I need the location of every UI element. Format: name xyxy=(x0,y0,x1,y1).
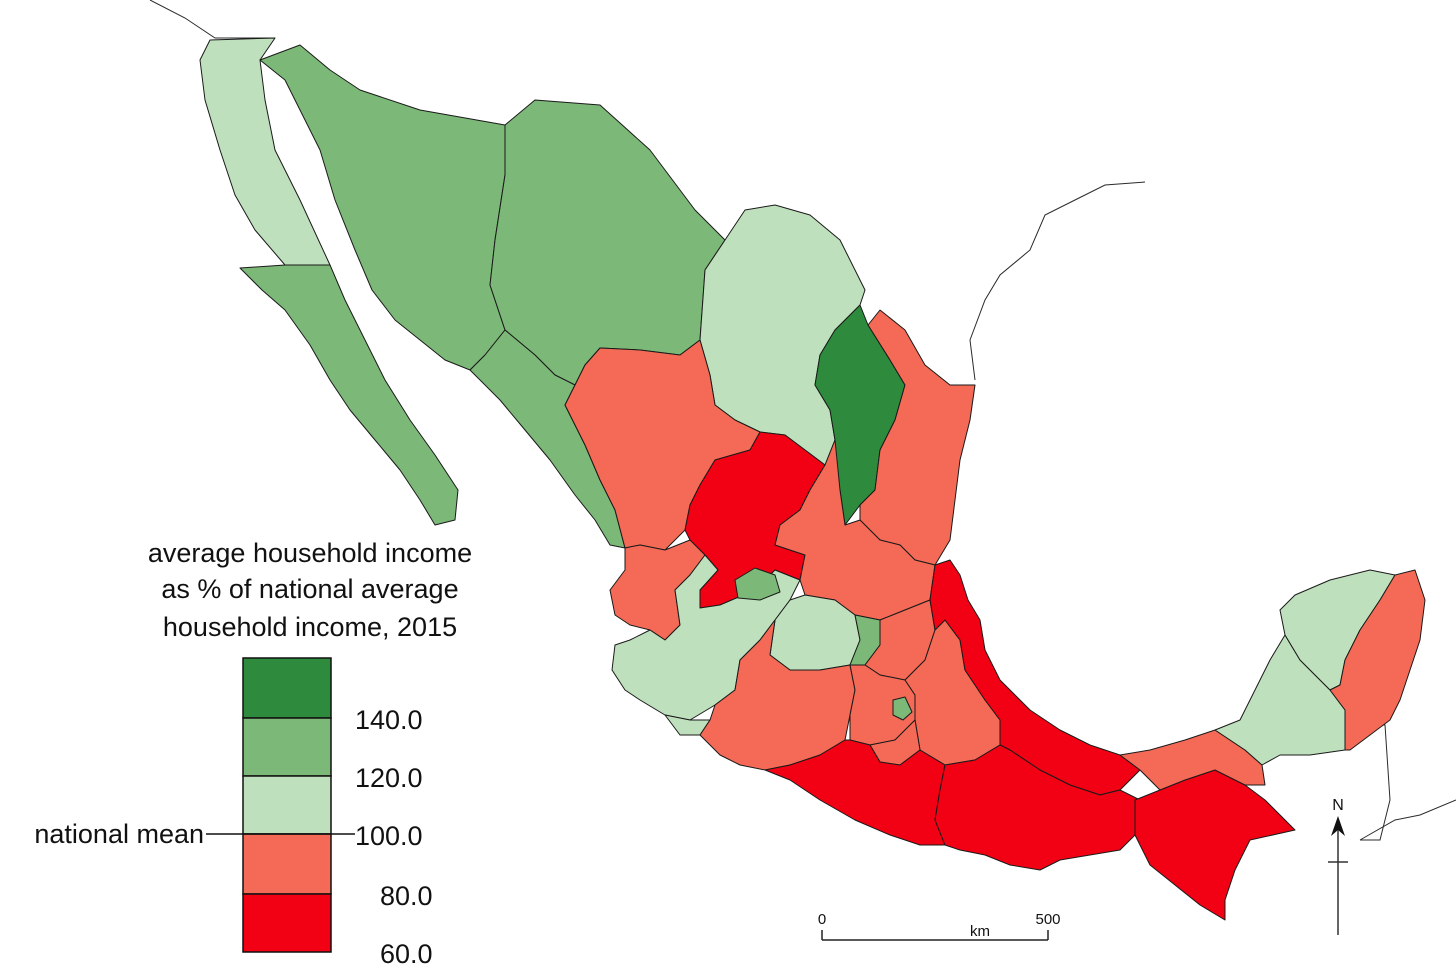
legend-swatch-60-80 xyxy=(242,893,332,953)
legend-swatch-100-120 xyxy=(242,775,332,835)
region-oaxaca xyxy=(934,744,1141,871)
legend-swatch-80-100 xyxy=(242,833,332,895)
region-aguascalientes xyxy=(734,567,781,601)
legend: average household income as % of nationa… xyxy=(34,538,472,969)
scale-bar-start-label: 0 xyxy=(818,911,826,928)
scale-bar-end-label: 500 xyxy=(1035,911,1060,928)
legend-swatch-120-140 xyxy=(242,717,332,777)
legend-tick-120: 120.0 xyxy=(355,763,423,793)
us-border-line xyxy=(149,0,275,39)
region-chihuahua xyxy=(489,99,726,386)
region-chiapas xyxy=(1134,769,1296,921)
scale-bar: 0 500 km xyxy=(818,911,1061,941)
north-arrow-icon xyxy=(1331,816,1345,836)
region-baja-california-sur xyxy=(239,264,459,526)
north-arrow-label: N xyxy=(1332,797,1344,814)
legend-title-line-1: average household income xyxy=(148,538,472,568)
legend-tick-100: 100.0 xyxy=(355,821,423,851)
legend-title-line-2: as % of national average xyxy=(161,574,458,604)
national-mean-label: national mean xyxy=(34,819,204,849)
scale-bar-unit-label: km xyxy=(970,923,990,940)
region-tabasco xyxy=(1119,729,1266,791)
legend-title-line-3: household income, 2015 xyxy=(163,612,457,642)
legend-swatch-140-plus xyxy=(242,657,332,719)
region-quintana-roo xyxy=(1329,569,1426,751)
legend-tick-140: 140.0 xyxy=(355,705,423,735)
region-mexico-city xyxy=(892,696,913,721)
mexico-states xyxy=(199,37,1426,921)
texas-coast-line xyxy=(969,181,1146,381)
north-arrow: N xyxy=(1328,797,1348,935)
legend-tick-80: 80.0 xyxy=(380,881,433,911)
central-america-line xyxy=(1359,799,1456,841)
legend-tick-60: 60.0 xyxy=(380,939,433,969)
